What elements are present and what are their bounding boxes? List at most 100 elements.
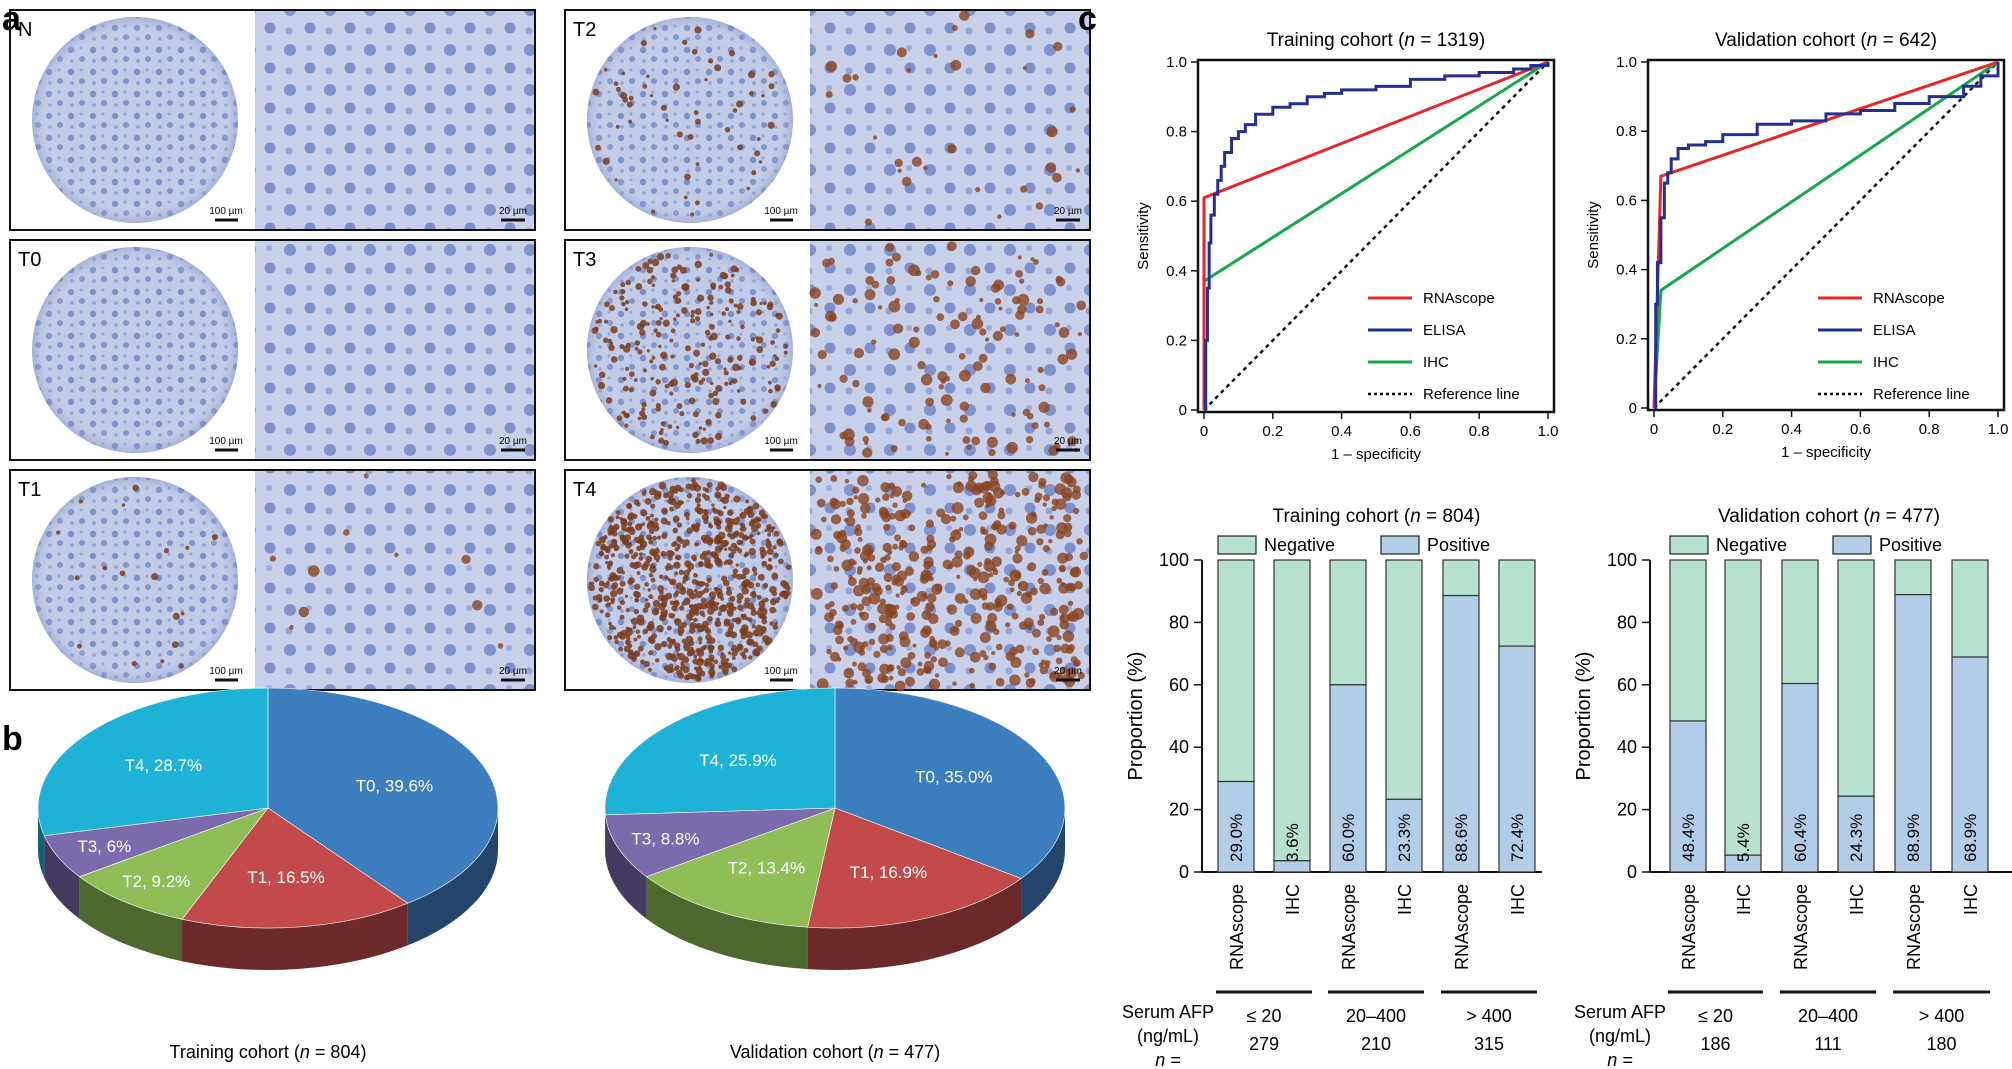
dab-stain-dot [703,587,709,593]
dab-stain-dot [857,493,870,505]
dab-stain-dot [971,317,984,330]
dab-stain-dot [907,651,916,660]
dab-stain-dot [1038,384,1046,392]
bar-title-text: Validation cohort ( [1718,506,1870,527]
dab-stain-dot [687,650,693,657]
dab-stain-dot [774,531,780,537]
bar-chart-title: Training cohort (n = 804) [1273,506,1481,527]
dab-stain-dot [706,536,714,544]
dab-stain-dot [1067,600,1074,606]
bar-positive [1669,720,1707,873]
dab-stain-dot [642,628,649,635]
dab-stain-dot [597,382,606,390]
dab-stain-dot [769,585,777,594]
dab-stain-dot [731,666,738,673]
dab-stain-dot [986,602,995,611]
dab-stain-dot [762,582,769,589]
dab-stain-dot [497,643,504,649]
dab-stain-dot [885,633,894,642]
dab-stain-dot [885,258,894,267]
dab-stain-dot [655,547,659,551]
dab-stain-dot [1066,613,1075,622]
dab-stain-dot [766,548,774,556]
dab-stain-dot [640,540,648,548]
dab-stain-dot [1052,172,1062,183]
dab-stain-dot [725,589,733,596]
dab-stain-dot [698,580,705,587]
y-tick-label: 20 [1169,800,1189,820]
dab-stain-dot [846,509,855,518]
dab-stain-dot [921,482,927,488]
dab-stain-dot [614,178,618,182]
dab-stain-dot [626,641,631,646]
dab-stain-dot [613,81,619,87]
dab-stain-dot [747,70,756,79]
dab-stain-dot [1039,582,1051,595]
dab-stain-dot [716,592,724,599]
dab-stain-dot [969,588,982,601]
roc-title-text: Validation cohort ( [1715,30,1867,51]
dab-stain-dot [856,566,863,572]
dab-stain-dot [853,348,865,359]
dab-stain-dot [619,295,625,301]
dab-stain-dot [973,482,984,493]
dab-stain-dot [780,590,788,598]
dab-stain-dot [641,491,647,496]
dab-stain-dot [874,562,885,573]
dab-stain-dot [987,469,998,480]
dab-stain-dot [1014,549,1019,554]
dab-stain-dot [913,326,920,333]
dab-stain-dot [707,563,714,569]
dab-stain-dot [923,165,928,171]
dab-stain-dot [616,566,624,574]
dab-stain-dot [947,143,957,154]
dab-stain-dot [693,617,698,623]
dab-stain-dot [725,658,730,662]
caption-text: = 804) [310,1042,367,1062]
dab-stain-dot [649,389,657,397]
group-n-value: 279 [1249,1034,1279,1054]
dab-stain-dot [656,535,662,540]
roc-series-line [1654,62,2000,410]
dab-stain-dot [921,592,928,599]
dab-stain-dot [995,677,1005,687]
y-tick-label: 0.2 [1166,332,1187,349]
dab-stain-dot [715,384,723,392]
dab-stain-dot [742,567,750,575]
dab-stain-dot [632,625,637,629]
dab-stain-dot [817,383,822,389]
dab-stain-dot [640,659,645,665]
pie-slice-side [79,876,182,962]
dab-stain-dot [607,560,614,566]
dab-stain-dot [825,90,833,99]
dab-stain-dot [649,94,654,98]
dab-stain-dot [775,328,781,333]
dab-stain-dot [785,564,792,571]
bar-negative [1329,559,1367,686]
dab-stain-dot [651,356,656,360]
dab-stain-dot [650,563,656,569]
dab-stain-dot [1037,577,1044,585]
dab-stain-dot [830,514,842,525]
x-tick-label: 0.8 [1919,421,1940,438]
dab-stain-dot [969,651,981,663]
dab-stain-dot [758,160,763,164]
dab-stain-dot [688,640,695,647]
dab-stain-dot [750,609,757,616]
dab-stain-dot [888,675,894,681]
dab-stain-dot [958,526,964,532]
y-tick-label: 0 [1179,402,1187,419]
dab-stain-dot [854,528,859,533]
dab-stain-dot [1074,580,1084,590]
dab-stain-dot [951,25,958,32]
dab-stain-dot [1038,481,1046,489]
dab-stain-dot [1059,614,1065,620]
dab-stain-dot [646,349,650,353]
y-tick-label: 0 [1627,862,1637,882]
dab-stain-dot [962,436,971,444]
dab-stain-dot [966,565,977,576]
dab-stain-dot [707,437,715,444]
dab-stain-dot [1049,607,1059,617]
dab-stain-dot [636,545,642,552]
dab-stain-dot [608,624,615,630]
